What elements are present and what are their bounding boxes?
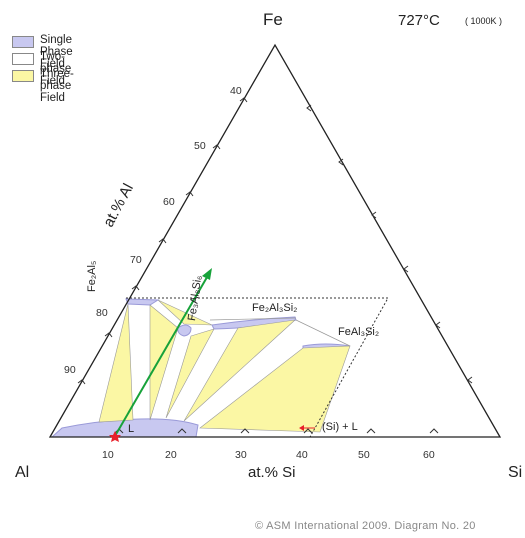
al-tick-label: 50 xyxy=(194,140,206,152)
tick-mark xyxy=(212,144,221,150)
phase-label-fe2al3si2: Fe₂Al₃Si₂ xyxy=(252,302,298,314)
phase-label-feal3si2: FeAl₃Si₂ xyxy=(338,326,380,338)
fe2al5-single-phase-region xyxy=(125,298,160,306)
si-tick-label: 40 xyxy=(296,449,308,461)
legend-swatch-two-phase xyxy=(12,53,34,65)
si-liquid-pointer-head xyxy=(299,425,304,431)
tick-mark xyxy=(104,332,113,338)
tick-mark xyxy=(185,191,194,197)
si-axis-label: at.% Si xyxy=(248,464,296,481)
tick-mark xyxy=(429,428,439,434)
tick-mark xyxy=(77,379,86,385)
three-phase-region-1 xyxy=(98,303,134,423)
tick-mark xyxy=(303,428,313,434)
three-phase-region-4 xyxy=(165,328,215,419)
composition-arrow xyxy=(114,271,211,437)
phase-label-si-liquid: (Si) + L xyxy=(322,421,358,433)
three-phase-region-3 xyxy=(157,299,213,326)
si-tick-label: 10 xyxy=(102,449,114,461)
legend-label: Single Phase Field xyxy=(40,34,73,70)
composition-triangle xyxy=(48,43,502,438)
tick-mark xyxy=(366,428,376,434)
tick-mark xyxy=(306,104,312,112)
al-tick-label: 80 xyxy=(96,307,108,319)
tick-mark xyxy=(338,158,344,166)
two-phase-boundary xyxy=(209,317,297,321)
legend-swatch-three-phase xyxy=(12,70,34,82)
legend-label: Two-phase Field xyxy=(40,51,72,87)
tick-mark xyxy=(467,376,473,384)
vertex-label-fe: Fe xyxy=(263,10,283,29)
legend-swatch-single-phase xyxy=(12,36,34,48)
tick-mark xyxy=(239,97,248,103)
si-tick-label: 20 xyxy=(165,449,177,461)
vertex-label-si: Si xyxy=(508,464,523,481)
tick-mark xyxy=(435,321,441,329)
temperature-celsius: 727°C xyxy=(398,12,440,29)
si-tick-label: 60 xyxy=(423,449,435,461)
three-phase-region-5 xyxy=(183,319,296,422)
al-tick-label: 60 xyxy=(163,196,175,208)
three-phase-region-6 xyxy=(199,345,351,433)
dotted-section-boundary xyxy=(126,297,389,438)
si-tick-label: 50 xyxy=(358,449,370,461)
vertex-label-al: Al xyxy=(15,464,30,481)
phase-label-liquid: L xyxy=(128,423,135,435)
temperature-kelvin: ( 1000K ) xyxy=(465,16,503,26)
tick-mark xyxy=(177,428,187,434)
tick-mark xyxy=(240,428,250,434)
liquid-single-phase-region xyxy=(50,418,199,438)
tick-mark xyxy=(371,211,377,219)
composition-marker xyxy=(109,431,121,442)
tick-mark xyxy=(131,285,140,291)
al-tick-label: 40 xyxy=(230,85,242,97)
composition-arrow-head xyxy=(202,268,212,280)
tick-mark xyxy=(403,265,409,273)
al-tick-label: 90 xyxy=(64,364,76,376)
fe3al8si6-single-phase-region xyxy=(177,324,192,337)
legend-label: Three-phase Field xyxy=(40,68,74,104)
copyright-footer: © ASM International 2009. Diagram No. 20 xyxy=(255,520,476,532)
phase-label-fe2al5: Fe₂Al₅ xyxy=(86,260,98,292)
two-phase-boundary xyxy=(295,319,351,347)
al-tick-label: 70 xyxy=(130,254,142,266)
tick-mark xyxy=(158,238,167,244)
si-tick-label: 30 xyxy=(235,449,247,461)
three-phase-region-2 xyxy=(149,304,179,421)
